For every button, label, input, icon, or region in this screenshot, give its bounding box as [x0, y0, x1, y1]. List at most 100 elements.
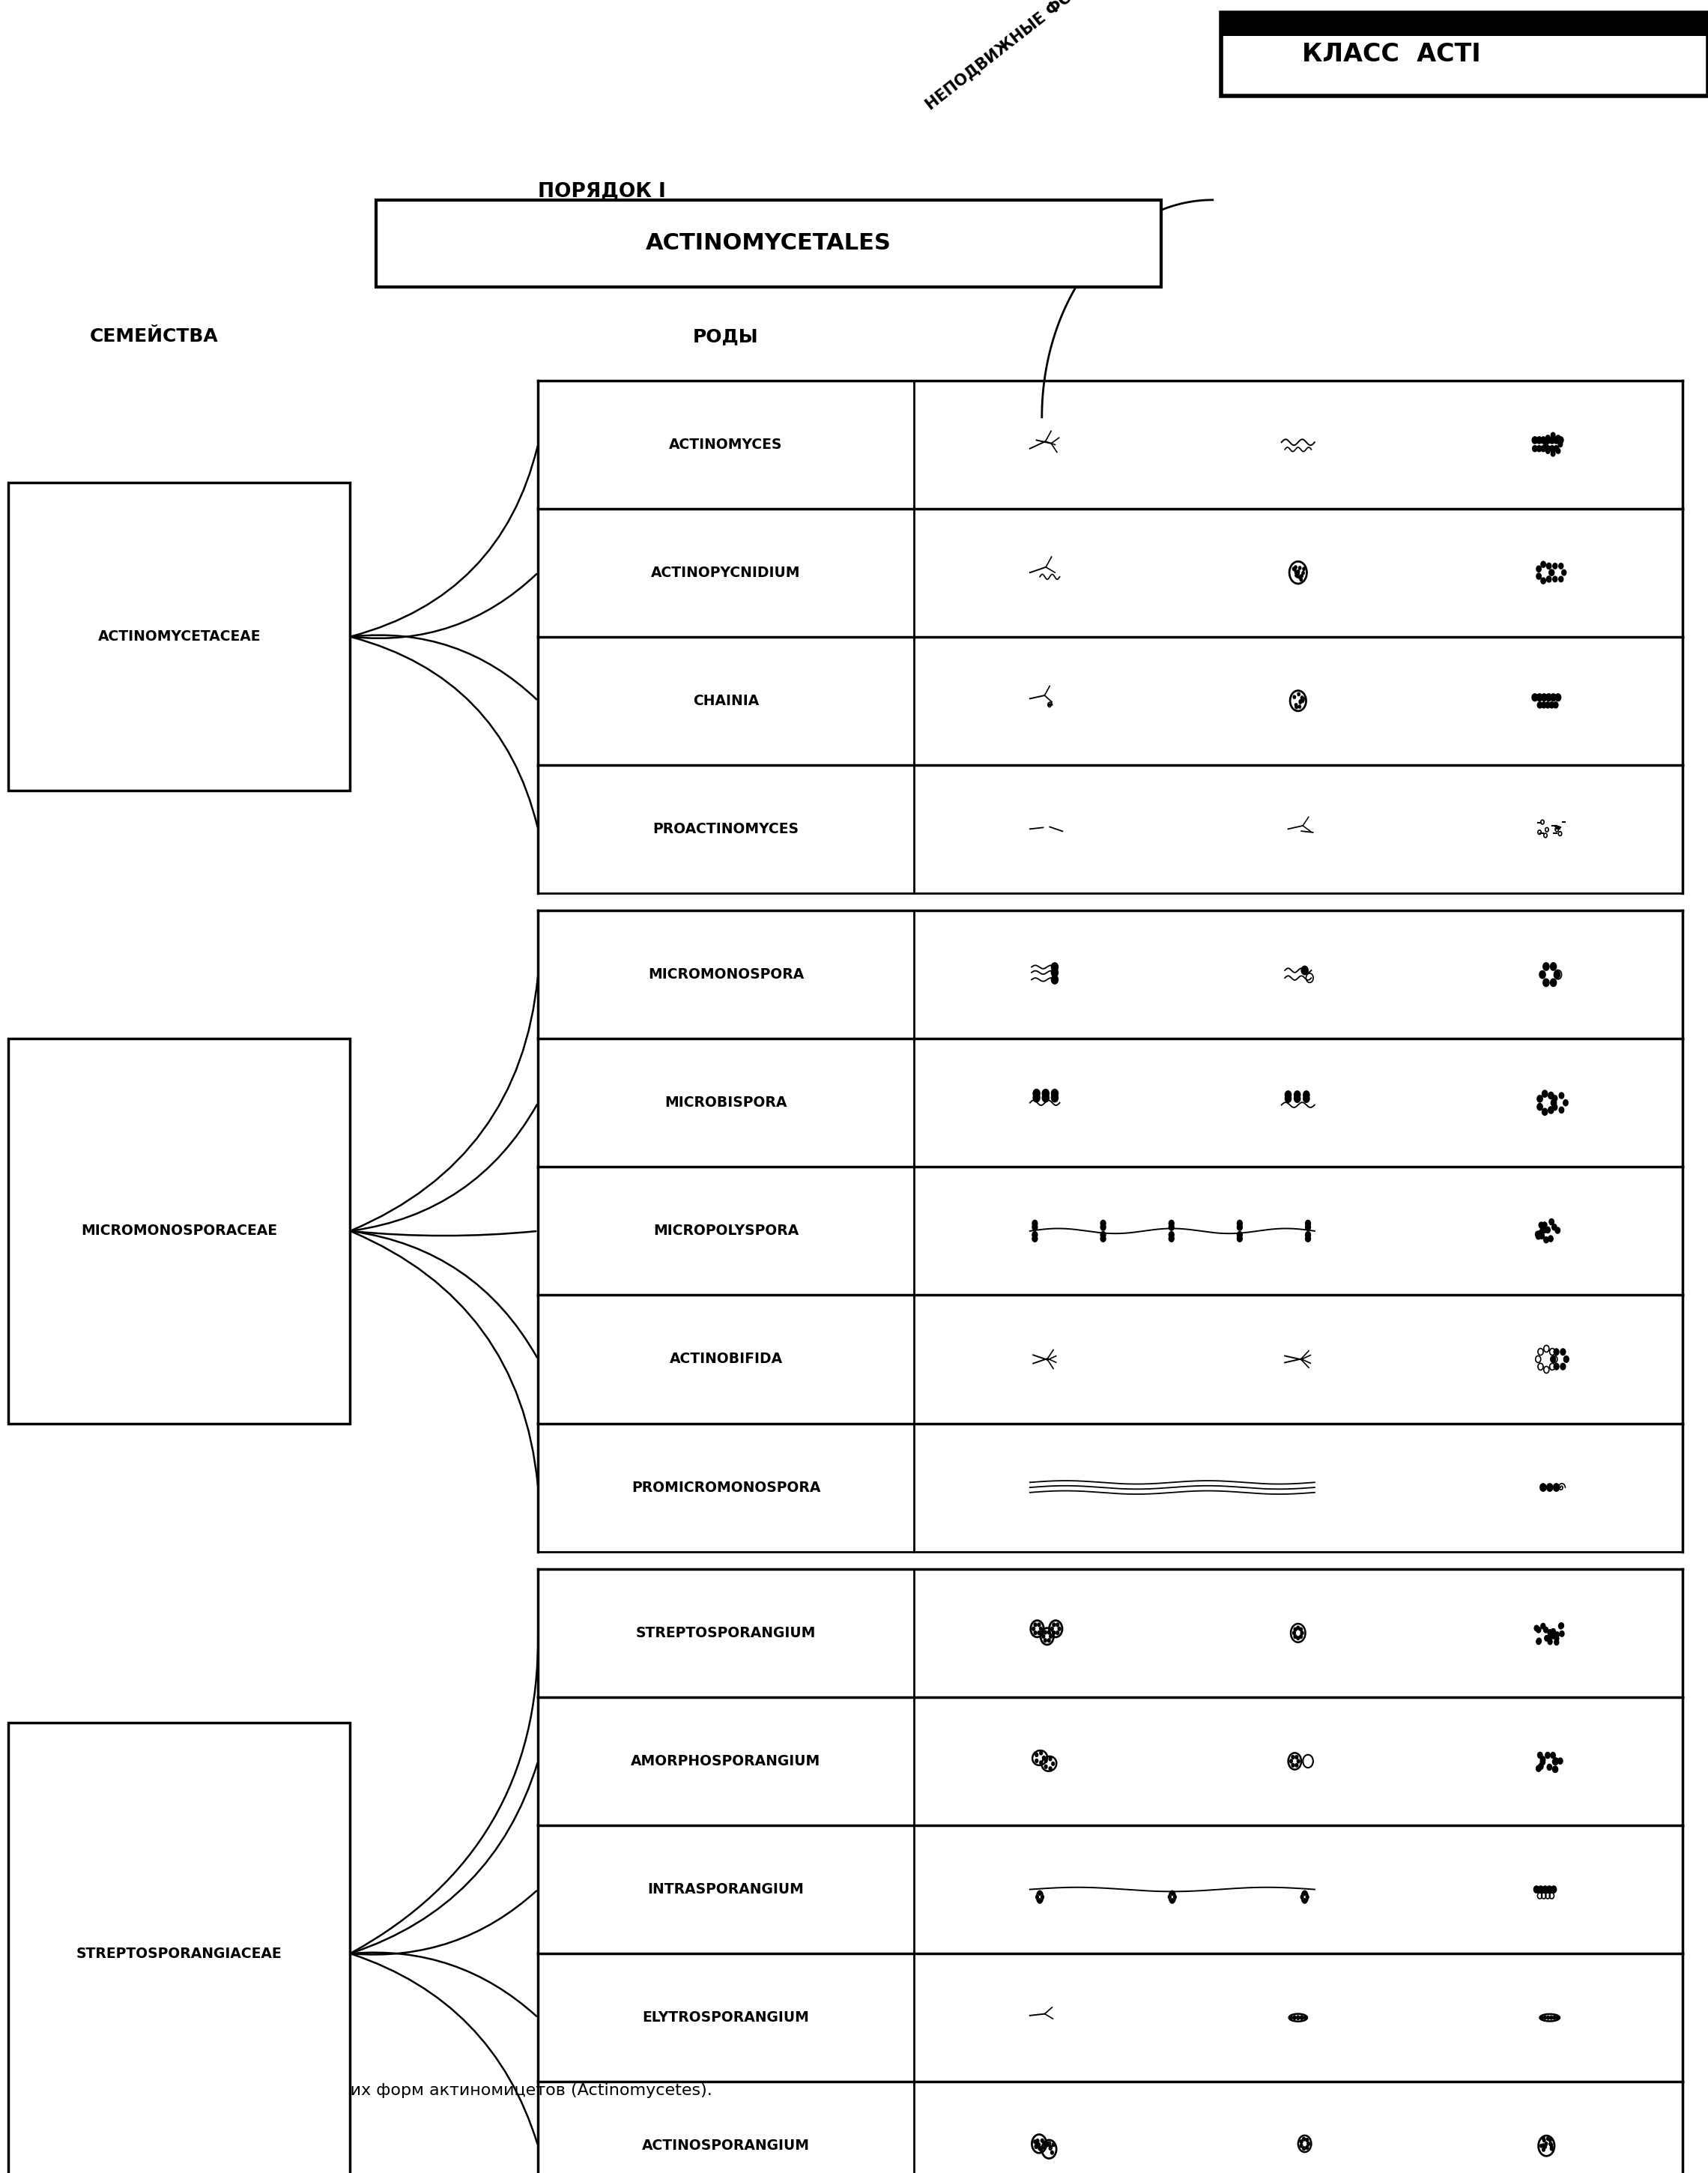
Circle shape [1556, 2017, 1559, 2019]
Circle shape [1551, 1886, 1556, 1893]
Circle shape [1237, 1223, 1242, 1230]
Circle shape [1300, 700, 1301, 702]
Circle shape [1033, 1623, 1037, 1625]
Circle shape [1554, 1349, 1559, 1356]
Circle shape [1539, 1764, 1542, 1769]
Circle shape [1554, 1758, 1558, 1764]
Circle shape [1556, 448, 1559, 454]
Circle shape [1300, 1634, 1301, 1638]
Circle shape [1544, 1636, 1549, 1641]
Circle shape [1549, 1093, 1554, 1100]
Circle shape [1559, 563, 1563, 569]
Circle shape [1038, 1893, 1042, 1895]
Circle shape [1559, 1106, 1565, 1113]
Circle shape [1301, 700, 1303, 702]
Circle shape [1047, 1638, 1050, 1643]
Circle shape [1303, 2138, 1305, 2140]
Circle shape [1298, 576, 1301, 578]
Circle shape [1541, 1228, 1544, 1234]
Circle shape [1301, 967, 1308, 976]
Circle shape [1049, 2145, 1052, 2149]
Circle shape [1553, 1758, 1558, 1764]
Circle shape [1554, 971, 1559, 978]
Circle shape [1284, 1095, 1291, 1102]
Circle shape [1305, 1232, 1310, 1239]
Circle shape [1546, 702, 1551, 708]
Circle shape [1049, 1758, 1052, 1760]
Circle shape [1038, 1623, 1040, 1625]
Circle shape [1553, 1767, 1558, 1773]
Circle shape [1168, 1232, 1173, 1239]
Text: НЕПОДВИЖНЫЕ ФОРМЫ: НЕПОДВИЖНЫЕ ФОРМЫ [922, 0, 1110, 113]
Circle shape [1535, 1767, 1541, 1771]
Circle shape [1057, 1628, 1061, 1630]
Circle shape [1295, 574, 1298, 576]
Circle shape [1042, 1093, 1049, 1102]
Circle shape [1100, 1223, 1105, 1230]
Circle shape [1295, 1095, 1300, 1102]
Circle shape [1049, 1767, 1052, 1771]
Circle shape [1032, 1221, 1037, 1226]
Circle shape [1535, 1232, 1541, 1236]
Circle shape [1541, 702, 1546, 708]
Circle shape [1172, 1899, 1173, 1901]
Circle shape [1559, 1623, 1563, 1630]
Circle shape [1547, 2136, 1549, 2140]
Circle shape [1537, 1628, 1541, 1632]
Circle shape [1295, 571, 1296, 574]
Circle shape [1551, 963, 1556, 971]
Circle shape [1549, 569, 1554, 576]
Circle shape [1032, 1223, 1037, 1230]
Circle shape [1033, 1089, 1040, 1097]
Circle shape [1049, 1634, 1052, 1638]
Circle shape [1035, 2145, 1037, 2149]
Circle shape [1295, 1756, 1298, 1758]
Circle shape [1539, 1886, 1544, 1893]
Circle shape [1541, 1756, 1546, 1762]
Circle shape [1542, 2145, 1544, 2147]
Circle shape [1044, 2143, 1047, 2145]
Circle shape [1537, 437, 1542, 443]
Circle shape [1298, 693, 1300, 695]
Circle shape [1300, 578, 1301, 580]
Text: STREPTOSPORANGIUM: STREPTOSPORANGIUM [635, 1625, 816, 1641]
Circle shape [1296, 571, 1300, 576]
Circle shape [1553, 1758, 1558, 1764]
Circle shape [1537, 1104, 1542, 1110]
Circle shape [1542, 1108, 1547, 1115]
Circle shape [1296, 1625, 1300, 1630]
Circle shape [1537, 1230, 1542, 1236]
Circle shape [1298, 567, 1301, 569]
Circle shape [1037, 2138, 1038, 2143]
Text: MICROMONOSPORA: MICROMONOSPORA [647, 967, 804, 982]
Circle shape [1298, 706, 1301, 708]
Circle shape [1172, 1893, 1173, 1895]
Circle shape [1038, 1899, 1042, 1901]
Circle shape [1301, 1632, 1303, 1634]
Circle shape [1045, 1764, 1047, 1769]
Circle shape [1050, 1628, 1054, 1630]
Circle shape [1042, 1089, 1049, 1097]
Circle shape [1035, 1895, 1038, 1899]
Circle shape [1553, 1484, 1559, 1491]
Circle shape [1553, 563, 1558, 569]
Circle shape [1549, 2143, 1553, 2145]
Text: ACTINOMYCETACEAE: ACTINOMYCETACEAE [97, 630, 261, 643]
Text: ELYTROSPORANGIUM: ELYTROSPORANGIUM [642, 2010, 810, 2025]
Circle shape [1052, 969, 1057, 976]
Circle shape [1558, 441, 1563, 448]
Circle shape [1301, 695, 1303, 700]
Circle shape [1554, 445, 1559, 452]
Circle shape [1546, 576, 1551, 582]
Circle shape [1293, 1632, 1295, 1634]
Circle shape [1537, 574, 1541, 580]
Circle shape [1045, 1760, 1047, 1762]
Circle shape [1553, 2017, 1556, 2019]
Text: ACTINOPYCNIDIUM: ACTINOPYCNIDIUM [651, 565, 801, 580]
Circle shape [1038, 1632, 1040, 1634]
Circle shape [1293, 695, 1296, 698]
Circle shape [1542, 2149, 1544, 2151]
Circle shape [1052, 2143, 1056, 2147]
Circle shape [1042, 1634, 1045, 1638]
Circle shape [1541, 693, 1547, 702]
